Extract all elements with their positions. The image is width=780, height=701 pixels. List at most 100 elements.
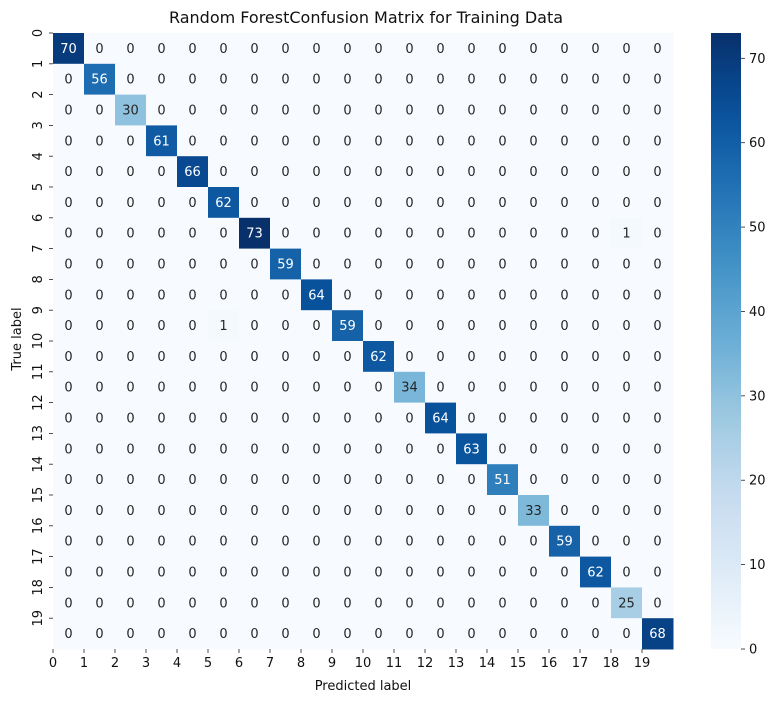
heatmap-cell [84, 156, 116, 188]
heatmap-cell [611, 525, 643, 558]
heatmap-cell [425, 433, 457, 465]
cell-value-label: 0 [312, 165, 320, 180]
cell-value-label: 0 [64, 165, 72, 180]
cell-value-label: 0 [281, 350, 289, 365]
heatmap-cell [53, 525, 85, 558]
heatmap-cell [115, 187, 147, 219]
heatmap-cell [146, 125, 178, 157]
heatmap-cell [363, 402, 395, 434]
heatmap-cell [456, 495, 488, 527]
cell-value-label: 0 [653, 73, 661, 88]
heatmap-cell [518, 187, 550, 219]
heatmap-cell [270, 156, 302, 188]
x-tick-label: 5 [204, 656, 212, 671]
heatmap-cell [425, 556, 457, 588]
cell-value-label: 0 [405, 196, 413, 211]
cell-value-label: 0 [250, 412, 258, 427]
heatmap-cell [332, 618, 364, 650]
cell-value-label: 0 [188, 504, 196, 519]
cell-value-label: 0 [498, 42, 506, 57]
heatmap-cell [332, 525, 364, 558]
cell-value-label: 0 [436, 535, 444, 550]
cell-value-label: 0 [529, 473, 537, 488]
heatmap-cell [611, 279, 643, 311]
heatmap-cell [425, 495, 457, 527]
cell-value-label: 33 [525, 504, 542, 519]
heatmap-cell [611, 310, 643, 342]
cell-value-label: 0 [250, 473, 258, 488]
cell-value-label: 0 [560, 473, 568, 488]
cell-value-label: 0 [374, 412, 382, 427]
cell-value-label: 0 [95, 319, 103, 334]
heatmap-cell [518, 402, 550, 434]
y-tick-label: 12 [31, 394, 46, 411]
cell-value-label: 0 [312, 627, 320, 642]
heatmap-cell [270, 94, 302, 126]
cell-value-label: 0 [281, 319, 289, 334]
cell-value-label: 0 [622, 566, 630, 581]
heatmap-cell [146, 63, 178, 96]
cell-value-label: 0 [188, 350, 196, 365]
cell-value-label: 0 [560, 288, 568, 303]
cell-value-label: 0 [64, 566, 72, 581]
y-tick-label: 16 [31, 518, 46, 535]
cell-value-label: 0 [560, 196, 568, 211]
cell-value-label: 0 [126, 381, 134, 396]
cell-value-label: 66 [184, 165, 201, 180]
cell-value-label: 0 [436, 627, 444, 642]
heatmap-cell [177, 341, 209, 373]
cell-value-label: 0 [343, 627, 351, 642]
heatmap-cell [115, 63, 147, 96]
heatmap-cell [177, 156, 209, 188]
cell-value-label: 0 [529, 412, 537, 427]
heatmap-cell [425, 94, 457, 126]
heatmap-cell [642, 217, 674, 250]
cell-value-label: 0 [343, 504, 351, 519]
heatmap-cell [270, 525, 302, 558]
heatmap-cell [611, 341, 643, 373]
cell-value-label: 1 [219, 319, 227, 334]
cell-value-label: 0 [405, 227, 413, 242]
heatmap-cell [549, 156, 581, 188]
cell-value-label: 0 [653, 412, 661, 427]
cell-value-label: 0 [250, 73, 258, 88]
heatmap-cell [239, 587, 271, 619]
heatmap-cell [84, 187, 116, 219]
cell-value-label: 0 [219, 504, 227, 519]
cell-value-label: 0 [95, 165, 103, 180]
y-tick-label: 13 [31, 425, 46, 442]
cell-value-label: 0 [188, 258, 196, 273]
cell-value-label: 0 [64, 504, 72, 519]
cell-value-label: 0 [126, 596, 134, 611]
x-tick-label: 19 [634, 656, 651, 671]
heatmap-cell [611, 618, 643, 650]
heatmap-cell [208, 402, 240, 434]
cell-value-label: 0 [591, 473, 599, 488]
cell-value-label: 0 [653, 227, 661, 242]
cell-value-label: 0 [653, 288, 661, 303]
cell-value-label: 0 [467, 350, 475, 365]
cell-value-label: 0 [498, 504, 506, 519]
heatmap-cell [580, 525, 612, 558]
cell-value-label: 0 [467, 196, 475, 211]
cell-value-label: 0 [312, 442, 320, 457]
cell-value-label: 1 [622, 227, 630, 242]
cell-value-label: 0 [467, 473, 475, 488]
cell-value-label: 0 [157, 227, 165, 242]
heatmap-cell [239, 187, 271, 219]
cell-value-label: 0 [95, 104, 103, 119]
heatmap-cell [549, 248, 581, 280]
cell-value-label: 0 [374, 196, 382, 211]
cell-value-label: 0 [405, 319, 413, 334]
x-tick-label: 6 [235, 656, 243, 671]
heatmap-cell [53, 402, 85, 434]
heatmap-cell [332, 402, 364, 434]
heatmap-cell [270, 217, 302, 250]
heatmap-cell [208, 279, 240, 311]
heatmap-cell [425, 618, 457, 650]
cell-value-label: 0 [529, 165, 537, 180]
heatmap-cell [611, 495, 643, 527]
heatmap-cell [394, 248, 426, 280]
cell-value-label: 0 [126, 258, 134, 273]
heatmap-cell [363, 63, 395, 96]
